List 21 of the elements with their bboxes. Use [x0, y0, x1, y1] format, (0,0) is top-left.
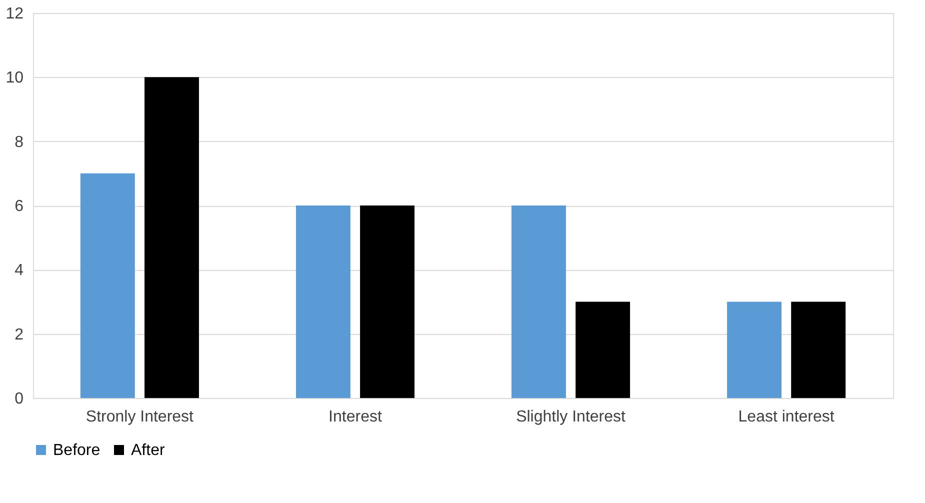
y-tick-label: 2: [14, 326, 24, 344]
legend-label: Before: [53, 442, 100, 459]
bar: [576, 302, 630, 398]
y-tick-label: 12: [6, 6, 24, 22]
bar: [511, 206, 566, 398]
y-tick-label: 6: [14, 198, 24, 215]
y-tick-label: 10: [6, 70, 24, 87]
bar: [791, 302, 846, 398]
x-tick-label: Interest: [328, 408, 382, 426]
y-tick-label: 8: [14, 134, 24, 151]
bar: [727, 302, 782, 398]
bar: [296, 206, 350, 398]
x-tick-label: Least interest: [738, 408, 835, 426]
x-tick-label: Slightly Interest: [516, 408, 626, 426]
y-tick-label: 4: [14, 262, 24, 280]
bar: [360, 206, 415, 398]
legend-label: After: [131, 442, 166, 459]
bar: [144, 77, 199, 398]
bar: [80, 173, 135, 398]
y-tick-label: 0: [14, 390, 24, 408]
x-tick-label: Stronly Interest: [86, 408, 194, 426]
